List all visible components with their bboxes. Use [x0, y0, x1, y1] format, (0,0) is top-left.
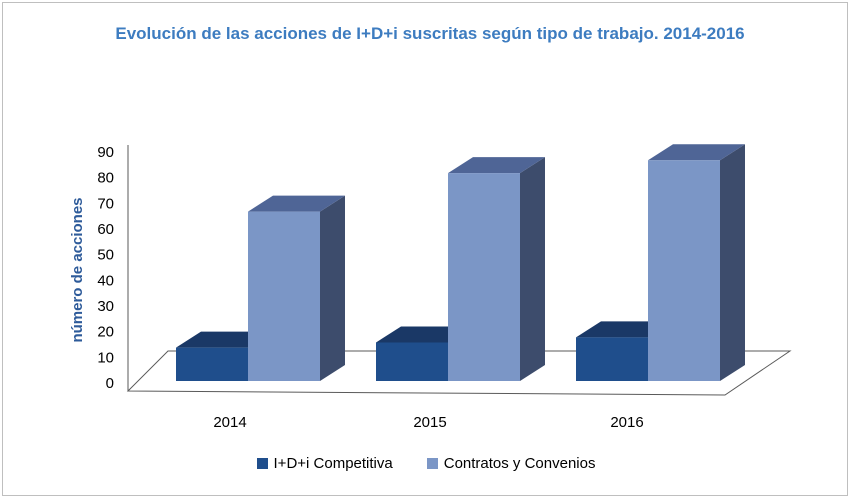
legend-swatch-series-2	[426, 458, 438, 469]
legend-item-series-1: I+D+i Competitiva	[256, 455, 393, 472]
bar-top	[448, 157, 545, 174]
x-tick-label: 2014	[213, 414, 246, 431]
legend: I+D+i Competitiva Contratos y Convenios	[0, 455, 852, 472]
y-tick-label: 0	[106, 375, 114, 392]
bar-front-contratos-2014	[248, 211, 320, 381]
legend-item-series-2: Contratos y Convenios	[426, 455, 596, 472]
bar-top	[248, 195, 345, 212]
bar-top	[648, 144, 745, 161]
y-tick-label: 70	[97, 195, 114, 212]
y-tick-label: 20	[97, 324, 114, 341]
y-tick-label: 80	[97, 170, 114, 187]
y-tick-label: 40	[97, 272, 114, 289]
x-tick-label: 2016	[610, 414, 643, 431]
bar-side	[320, 195, 345, 381]
y-axis-label: número de acciones	[69, 197, 86, 342]
y-tick-label: 10	[97, 349, 114, 366]
y-tick-label: 50	[97, 247, 114, 264]
y-tick-label: 60	[97, 221, 114, 238]
x-tick-label: 2015	[413, 414, 446, 431]
y-tick-label: 90	[97, 144, 114, 161]
bar-front-contratos-2016	[648, 160, 720, 381]
y-tick-label: 30	[97, 298, 114, 315]
legend-label-series-1: I+D+i Competitiva	[273, 455, 393, 472]
bar-front-competitiva-2015	[376, 342, 448, 381]
bar-side	[520, 157, 545, 381]
bar-front-competitiva-2016	[576, 337, 648, 381]
legend-label-series-2: Contratos y Convenios	[443, 455, 596, 472]
legend-swatch-series-1	[256, 458, 268, 469]
bar-front-contratos-2015	[448, 173, 520, 381]
bar-front-competitiva-2014	[176, 347, 248, 381]
bar-side	[720, 144, 745, 381]
chart-title: Evolución de las acciones de I+D+i suscr…	[115, 24, 745, 43]
